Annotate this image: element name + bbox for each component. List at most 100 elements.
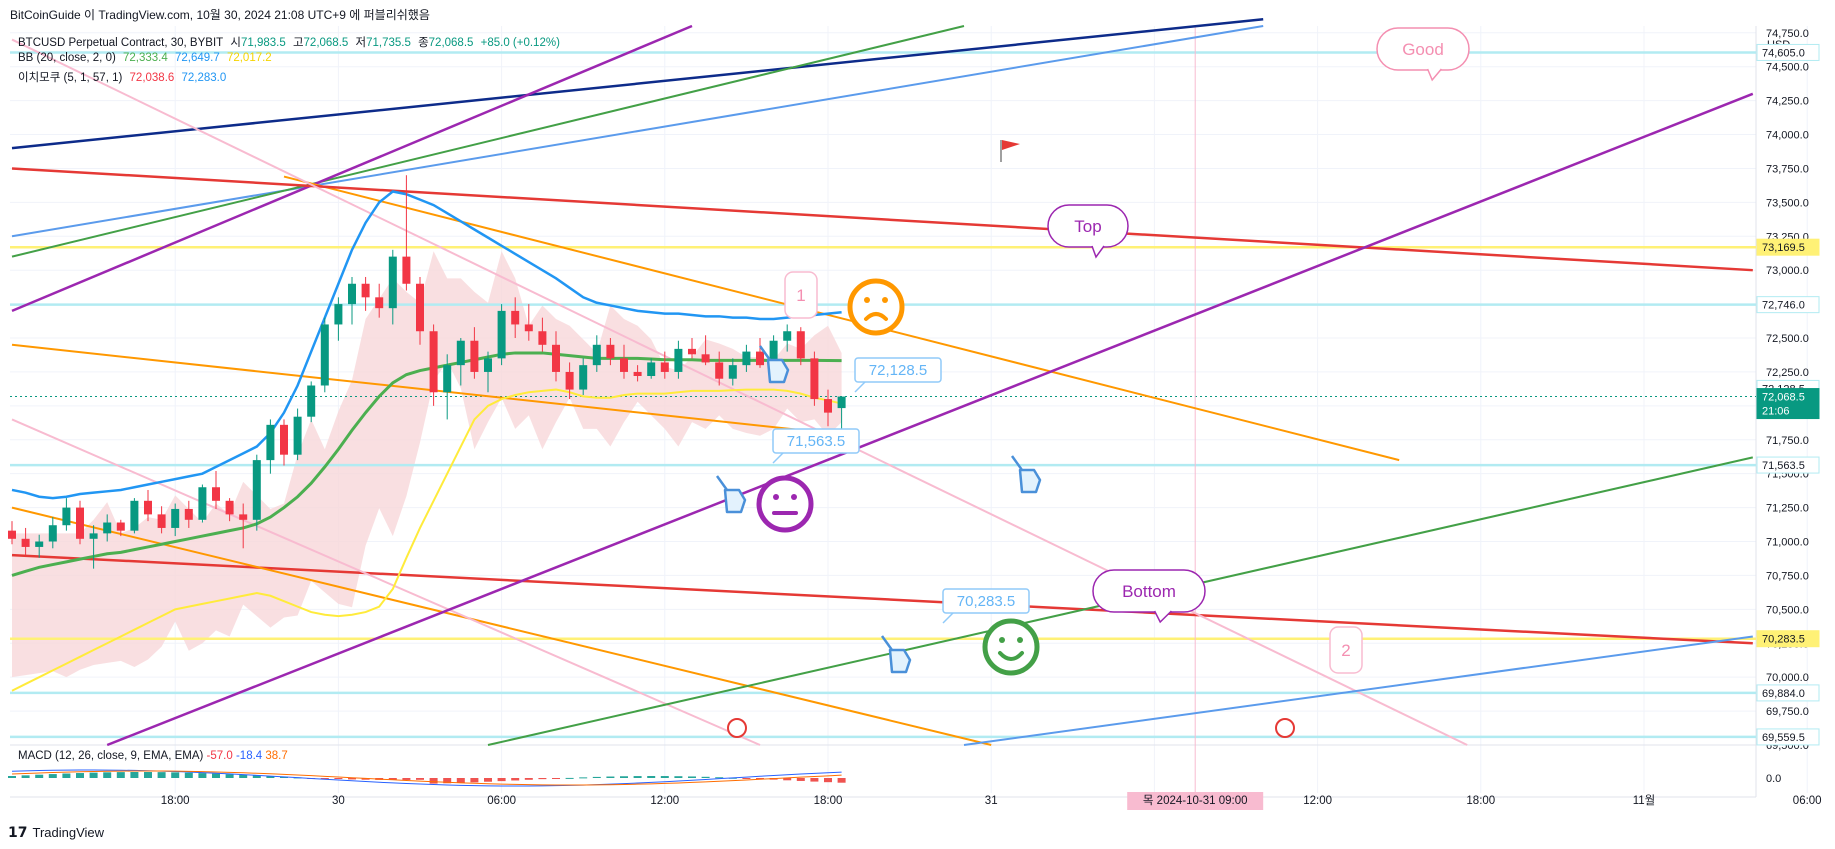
price-badge bbox=[1756, 296, 1820, 314]
trend-line[interactable] bbox=[11, 25, 1264, 238]
sad-face-icon[interactable] bbox=[847, 278, 905, 336]
candle-body bbox=[239, 514, 248, 520]
candle-body bbox=[620, 358, 628, 372]
trend-line[interactable] bbox=[11, 506, 992, 746]
candle-body bbox=[565, 371, 574, 390]
candle-body bbox=[157, 514, 166, 528]
macd-hist-bar bbox=[810, 778, 819, 782]
bubble-good-tail bbox=[1426, 68, 1442, 82]
us-event-icon[interactable] bbox=[1275, 718, 1295, 738]
price-badge bbox=[1756, 630, 1820, 648]
bubble-top[interactable] bbox=[1047, 204, 1129, 248]
trend-line[interactable] bbox=[11, 343, 829, 434]
candle-body bbox=[402, 256, 411, 284]
price-tick-label: 74,000.0 bbox=[1766, 130, 1809, 142]
candle-body bbox=[484, 358, 492, 372]
trend-line[interactable] bbox=[11, 24, 693, 313]
trend-line[interactable] bbox=[11, 38, 1468, 746]
candle-body bbox=[783, 331, 792, 341]
macd-hist-bar bbox=[620, 776, 628, 778]
price-tick-label: 74,250.0 bbox=[1766, 96, 1809, 108]
pointing-hand-icon[interactable] bbox=[880, 635, 912, 674]
candle-body bbox=[348, 283, 356, 305]
candle-body bbox=[769, 340, 778, 366]
horizontal-levels bbox=[10, 26, 1756, 793]
trend-line[interactable] bbox=[11, 167, 1753, 272]
macd-hist-bar bbox=[8, 776, 16, 778]
time-axis[interactable]: 18:00 30 06:00 12:00 18:00 31 06:00 12:00 18:00 1… bbox=[161, 792, 1835, 810]
trend-line[interactable] bbox=[106, 92, 1754, 747]
symbol-legend[interactable]: BTCUSD Perpetual Contract, 30, BYBIT 시71… bbox=[18, 34, 564, 50]
pointing-hand-icon[interactable] bbox=[715, 475, 747, 514]
bubble-good[interactable] bbox=[1376, 27, 1470, 71]
happy-face-icon[interactable] bbox=[982, 618, 1040, 676]
change-value: +85.0 (+0.12%) bbox=[480, 37, 560, 49]
red-flag-icon[interactable] bbox=[1002, 140, 1020, 150]
candle-body bbox=[130, 500, 139, 531]
symbol-name: BTCUSD Perpetual Contract, 30, BYBIT bbox=[18, 37, 224, 49]
ichimoku-label: 이치모쿠 (5, 1, 57, 1) bbox=[18, 72, 123, 84]
macd-hist-bar bbox=[130, 772, 139, 778]
tradingview-footer[interactable]: 𝟭𝟳 TradingView bbox=[8, 824, 104, 841]
candle-body bbox=[633, 371, 642, 377]
candle-body bbox=[266, 424, 275, 461]
trend-lines[interactable] bbox=[11, 17, 1754, 747]
price-tick-label: 72,500.0 bbox=[1766, 333, 1809, 345]
candle-body bbox=[252, 460, 261, 520]
macd-hist-bar bbox=[402, 778, 411, 780]
trend-line[interactable] bbox=[11, 418, 761, 746]
price-tag-72128[interactable] bbox=[854, 357, 942, 383]
price-badge-label: 74,605.0 bbox=[1762, 47, 1805, 59]
candle-body bbox=[307, 385, 316, 417]
trend-line[interactable] bbox=[963, 635, 1753, 746]
pointing-hand-icon[interactable] bbox=[1010, 455, 1042, 494]
macd-hist-value: -57.0 bbox=[206, 750, 233, 762]
candle-body bbox=[21, 538, 30, 547]
macd-hist-bar bbox=[660, 776, 669, 778]
macd-hist-bar bbox=[837, 778, 846, 783]
bubble-top-tail bbox=[1091, 245, 1105, 259]
price-tag-70283-pointer bbox=[942, 612, 954, 624]
bubble-bottom[interactable] bbox=[1092, 569, 1206, 613]
note-2[interactable] bbox=[1329, 626, 1363, 674]
trend-line[interactable] bbox=[11, 25, 965, 258]
macd-hist-bar bbox=[416, 778, 424, 780]
trend-line[interactable] bbox=[283, 175, 1400, 462]
neutral-face-icon[interactable] bbox=[756, 475, 814, 533]
candle-body bbox=[171, 508, 180, 528]
macd-hist-bar bbox=[171, 772, 180, 778]
price-tag-71563[interactable] bbox=[772, 428, 860, 454]
us-event-icon[interactable] bbox=[727, 718, 747, 738]
trend-line[interactable] bbox=[11, 17, 1264, 150]
candle-body bbox=[497, 310, 506, 359]
pointing-hand-icon[interactable] bbox=[758, 345, 790, 384]
bb-legend[interactable]: BB (20, close, 2, 0) 72,333.4 72,649.7 7… bbox=[18, 52, 276, 64]
candle-body bbox=[647, 362, 656, 377]
macd-legend[interactable]: MACD (12, 26, close, 9, EMA, EMA) -57.0 … bbox=[18, 750, 288, 762]
macd-hist-bar bbox=[756, 778, 764, 779]
high-label: 고 bbox=[292, 37, 304, 49]
price-tag-70283[interactable] bbox=[942, 588, 1030, 614]
ichimoku-legend[interactable]: 이치모쿠 (5, 1, 57, 1) 72,038.6 72,283.0 bbox=[18, 69, 230, 85]
note-1[interactable] bbox=[784, 271, 818, 319]
bb-lower-line bbox=[11, 388, 842, 692]
crosshair-date-label: 목 2024-10-31 09:00 bbox=[1143, 794, 1248, 807]
macd-hist-bar bbox=[103, 772, 112, 778]
candle-body bbox=[456, 340, 465, 366]
candle-body bbox=[320, 324, 329, 386]
low-value: 71,735.5 bbox=[366, 37, 411, 49]
drawing-annotations[interactable]: Good Top Bottom 1 2 72,128.5 71,563.5 70,283.5 bbox=[715, 27, 1470, 738]
candle-body bbox=[796, 331, 805, 359]
candle-body bbox=[8, 530, 16, 539]
macd-hist-bar bbox=[157, 772, 166, 778]
sad-face-icon-mouth bbox=[864, 312, 888, 321]
macd-hist-bar bbox=[320, 778, 329, 779]
price-tick-label: 70,000.0 bbox=[1766, 672, 1809, 684]
bubble-top-text: Top bbox=[1074, 217, 1101, 236]
candle-body bbox=[48, 525, 57, 542]
bb-basis-value: 72,333.4 bbox=[123, 52, 168, 64]
trend-line[interactable] bbox=[11, 553, 1753, 645]
macd-hist-bar bbox=[824, 778, 832, 783]
price-tick-label: 74,750.0 bbox=[1766, 28, 1809, 40]
